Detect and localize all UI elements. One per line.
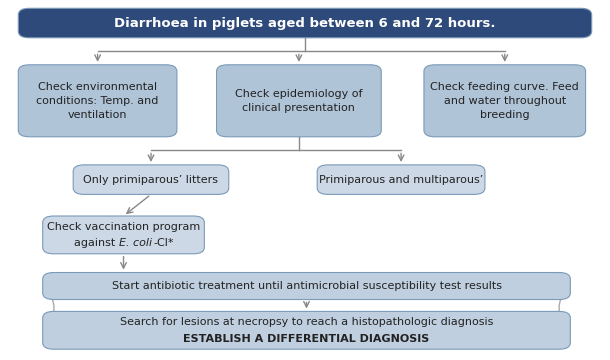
FancyBboxPatch shape [18, 8, 592, 38]
Text: Check environmental
conditions: Temp. and
ventilation: Check environmental conditions: Temp. an… [37, 82, 159, 120]
FancyBboxPatch shape [43, 216, 204, 254]
Text: Search for lesions at necropsy to reach a histopathologic diagnosis: Search for lesions at necropsy to reach … [120, 317, 493, 327]
FancyBboxPatch shape [317, 165, 485, 194]
FancyBboxPatch shape [424, 65, 586, 137]
FancyBboxPatch shape [43, 273, 570, 300]
Text: -Cl*: -Cl* [154, 238, 174, 248]
Text: Check feeding curve. Feed
and water throughout
breeding: Check feeding curve. Feed and water thro… [431, 82, 579, 120]
Text: Diarrhoea in piglets aged between 6 and 72 hours.: Diarrhoea in piglets aged between 6 and … [114, 17, 496, 30]
Text: Start antibiotic treatment until antimicrobial susceptibility test results: Start antibiotic treatment until antimic… [112, 281, 501, 291]
Text: Primiparous and multiparous’: Primiparous and multiparous’ [319, 175, 483, 185]
FancyBboxPatch shape [43, 311, 570, 349]
Text: Check vaccination program: Check vaccination program [47, 222, 200, 231]
Text: E. coli: E. coli [118, 238, 152, 248]
Text: ESTABLISH A DIFFERENTIAL DIAGNOSIS: ESTABLISH A DIFFERENTIAL DIAGNOSIS [184, 334, 429, 343]
FancyBboxPatch shape [18, 65, 177, 137]
Text: against: against [74, 238, 122, 248]
Text: Only primiparous’ litters: Only primiparous’ litters [84, 175, 218, 185]
FancyBboxPatch shape [73, 165, 229, 194]
Text: Check epidemiology of
clinical presentation: Check epidemiology of clinical presentat… [235, 89, 363, 113]
FancyBboxPatch shape [217, 65, 381, 137]
